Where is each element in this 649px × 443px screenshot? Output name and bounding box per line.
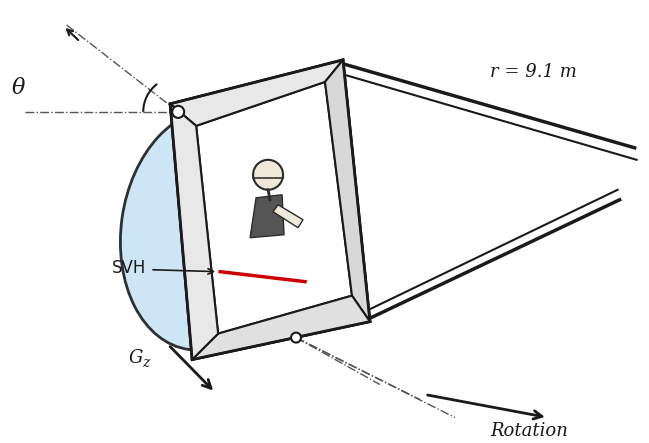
Ellipse shape	[120, 109, 290, 350]
Polygon shape	[170, 60, 343, 126]
Polygon shape	[250, 195, 284, 238]
Text: Rotation: Rotation	[490, 423, 568, 440]
Polygon shape	[273, 205, 303, 228]
Text: r = 9.1 m: r = 9.1 m	[490, 63, 577, 81]
Text: z: z	[142, 356, 149, 369]
Polygon shape	[192, 295, 370, 360]
Text: SVH: SVH	[112, 259, 147, 277]
Text: θ: θ	[12, 77, 25, 99]
Polygon shape	[325, 60, 370, 322]
Polygon shape	[170, 60, 370, 360]
Text: G: G	[129, 349, 143, 366]
Circle shape	[172, 106, 184, 118]
Polygon shape	[178, 68, 362, 348]
Circle shape	[253, 160, 283, 190]
Polygon shape	[196, 82, 352, 334]
Circle shape	[291, 333, 301, 342]
Polygon shape	[170, 104, 218, 360]
